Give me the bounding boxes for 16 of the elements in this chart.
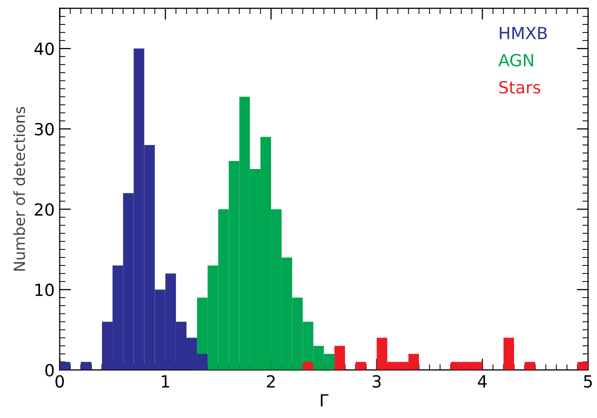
y-tick-label: 0 <box>45 364 54 376</box>
x-tick-label: 2 <box>266 375 275 388</box>
x-tick-label: 4 <box>478 375 487 388</box>
text: HMXB <box>500 26 547 40</box>
x-tick-label: 5 <box>584 375 592 388</box>
text: AGN <box>498 54 534 66</box>
x-tick-label: 1 <box>162 375 170 388</box>
x-tick-label: 0 <box>55 375 64 388</box>
text: Stars <box>499 80 540 94</box>
y-tick-label: 20 <box>34 203 54 216</box>
x-tick-label: 3 <box>372 375 381 388</box>
y-tick-label: 10 <box>35 284 54 296</box>
x-axis-title: Γ <box>320 394 328 406</box>
y-tick-label: 40 <box>34 42 54 56</box>
y-axis-title: Number of detections <box>13 106 26 271</box>
y-tick-label: 30 <box>34 122 54 136</box>
